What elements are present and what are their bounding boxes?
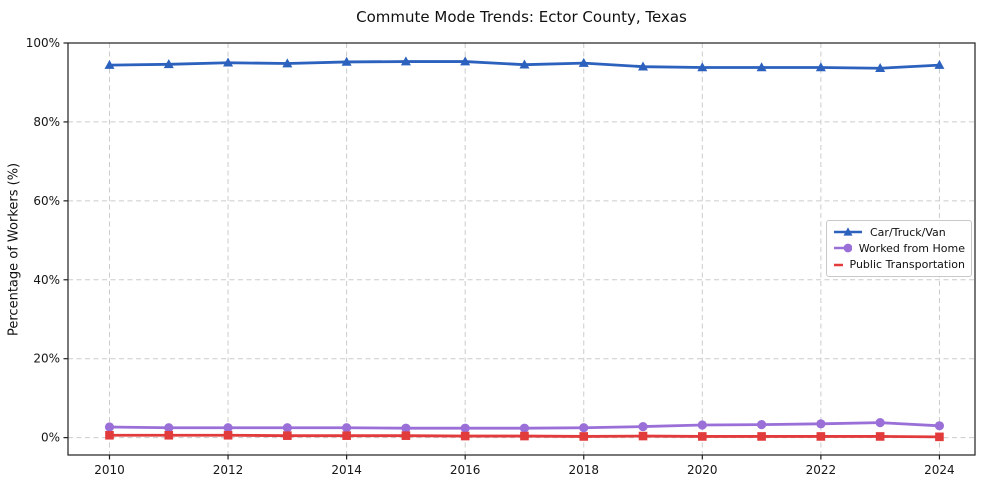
legend-marker [843, 244, 852, 253]
marker-car-truck-van [400, 56, 411, 66]
marker-worked-from-home [934, 421, 945, 431]
marker-public-transportation [757, 432, 766, 441]
marker-car-truck-van [638, 61, 649, 71]
marker-car-truck-van [815, 62, 826, 72]
legend-item-car-truck-van: Car/Truck/Van [833, 226, 965, 238]
x-tick-label: 2024 [924, 463, 955, 477]
marker-car-truck-van [104, 59, 115, 69]
marker-car-truck-van [934, 59, 945, 69]
marker-car-truck-van [875, 63, 886, 73]
x-tick-label: 2016 [450, 463, 481, 477]
marker-worked-from-home [164, 423, 174, 433]
y-tick-label: 80% [33, 115, 60, 129]
x-tick-label: 2020 [687, 463, 718, 477]
marker-public-transportation [342, 431, 351, 440]
marker-car-truck-van [519, 59, 530, 69]
marker-public-transportation [283, 431, 292, 440]
y-tick-label: 100% [26, 36, 60, 50]
marker-public-transportation [638, 431, 648, 441]
marker-public-transportation [460, 431, 470, 441]
marker-worked-from-home [342, 423, 352, 433]
marker-public-transportation [520, 431, 529, 441]
marker-worked-from-home [460, 423, 470, 433]
marker-car-truck-van [578, 57, 589, 67]
x-tick-label: 2014 [331, 463, 362, 477]
marker-worked-from-home [756, 420, 767, 430]
marker-public-transportation [698, 432, 707, 441]
legend-item-worked-from-home: Worked from Home [833, 242, 965, 254]
marker-car-truck-van [223, 57, 234, 67]
marker-public-transportation [164, 430, 174, 440]
marker-worked-from-home [519, 423, 530, 433]
plot-border [67, 42, 976, 456]
marker-public-transportation [875, 432, 885, 441]
y-tick-label: 40% [33, 273, 60, 287]
marker-public-transportation [579, 432, 589, 441]
marker-car-truck-van [697, 62, 708, 72]
marker-public-transportation [935, 432, 944, 442]
x-tick-label: 2018 [568, 463, 599, 477]
y-tick-label: 20% [33, 352, 60, 366]
legend-label: Worked from Home [858, 241, 965, 255]
marker-public-transportation [223, 430, 233, 440]
marker-car-truck-van [282, 58, 293, 68]
x-tick-label: 2022 [806, 463, 837, 477]
marker-worked-from-home [579, 423, 589, 433]
marker-public-transportation [401, 431, 411, 440]
legend-marker [843, 227, 853, 236]
legend-item-public-transportation: Public Transportation [833, 259, 965, 271]
marker-car-truck-van [163, 59, 174, 69]
marker-public-transportation [105, 430, 114, 440]
marker-worked-from-home [104, 422, 115, 432]
legend-label: Public Transportation [849, 258, 965, 272]
legend-sample-triangle-up-icon [834, 227, 862, 236]
x-tick-label: 2010 [94, 463, 125, 477]
x-tick-label: 2012 [213, 463, 244, 477]
marker-worked-from-home [697, 420, 707, 430]
legend-sample-square-icon [834, 263, 843, 267]
legend-label: Car/Truck/Van [870, 225, 946, 239]
legend: Car/Truck/Van Worked from Home Public Tran… [826, 220, 972, 277]
marker-worked-from-home [223, 423, 233, 433]
marker-worked-from-home [282, 423, 292, 433]
marker-car-truck-van [460, 56, 471, 66]
marker-car-truck-van [341, 56, 352, 66]
marker-worked-from-home [401, 423, 411, 433]
marker-worked-from-home [875, 418, 885, 428]
marker-car-truck-van [756, 62, 767, 72]
marker-worked-from-home [816, 419, 826, 429]
y-tick-label: 60% [33, 194, 60, 208]
legend-sample-circle-icon [834, 244, 852, 253]
chart-title: Commute Mode Trends: Ector County, Texas [356, 8, 687, 26]
marker-public-transportation [816, 432, 826, 441]
marker-worked-from-home [638, 421, 648, 432]
y-tick-label: 0% [41, 431, 60, 445]
